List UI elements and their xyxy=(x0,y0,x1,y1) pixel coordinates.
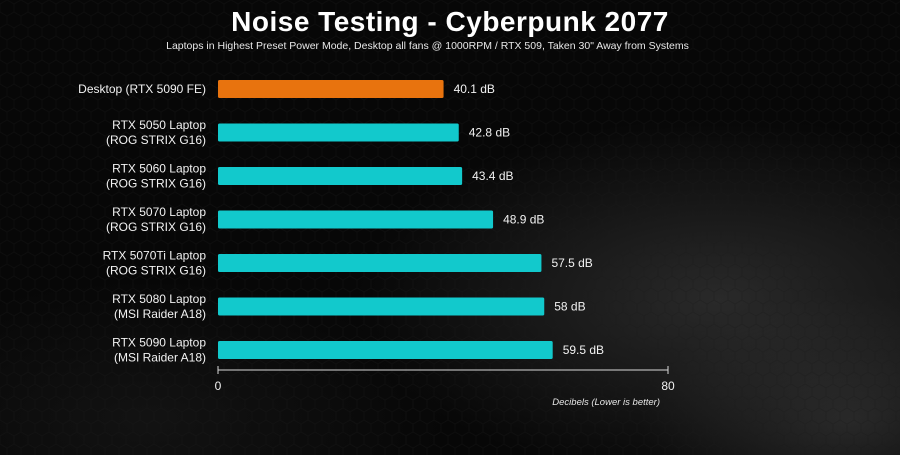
category-label-line: (ROG STRIX G16) xyxy=(106,133,206,147)
category-label-line: (ROG STRIX G16) xyxy=(106,264,206,278)
bar xyxy=(218,167,463,185)
category-label: RTX 5050 Laptop (ROG STRIX G16) xyxy=(106,118,206,147)
x-tick-label: 80 xyxy=(661,379,675,393)
category-label-line: (MSI Raider A18) xyxy=(114,307,206,321)
chart-title: Noise Testing - Cyberpunk 2077 xyxy=(231,6,669,37)
bar-value-label: 40.1 dB xyxy=(454,82,495,96)
category-label-line: RTX 5080 Laptop xyxy=(112,292,206,306)
category-label-line: (ROG STRIX G16) xyxy=(106,220,206,234)
category-label-line: RTX 5070Ti Laptop xyxy=(103,249,207,263)
bar xyxy=(218,210,494,229)
bar xyxy=(218,297,545,316)
bar-value-label: 48.9 dB xyxy=(503,213,544,227)
category-label: Desktop (RTX 5090 FE) xyxy=(78,82,206,96)
category-label: RTX 5060 Laptop (ROG STRIX G16) xyxy=(106,162,206,191)
bar-value-label: 43.4 dB xyxy=(472,169,513,183)
category-label-line: RTX 5050 Laptop xyxy=(112,118,206,132)
category-label-line: Desktop (RTX 5090 FE) xyxy=(78,82,206,96)
x-tick-label: 0 xyxy=(215,379,222,393)
category-label: RTX 5080 Laptop (MSI Raider A18) xyxy=(112,292,206,321)
chart-subtitle: Laptops in Highest Preset Power Mode, De… xyxy=(166,40,689,52)
category-label: RTX 5090 Laptop (MSI Raider A18) xyxy=(112,336,206,365)
category-label-line: RTX 5070 Laptop xyxy=(112,205,206,219)
bar-value-label: 59.5 dB xyxy=(563,343,604,357)
bar-value-label: 42.8 dB xyxy=(469,126,510,140)
category-label-line: RTX 5060 Laptop xyxy=(112,162,206,176)
category-label-line: (MSI Raider A18) xyxy=(114,351,206,365)
bar-value-label: 57.5 dB xyxy=(551,256,592,270)
category-label: RTX 5070Ti Laptop (ROG STRIX G16) xyxy=(103,249,207,278)
category-label: RTX 5070 Laptop (ROG STRIX G16) xyxy=(106,205,206,234)
bar-value-label: 58 dB xyxy=(554,300,585,314)
bar xyxy=(218,80,444,98)
bar xyxy=(218,254,542,272)
category-label-line: RTX 5090 Laptop xyxy=(112,336,206,350)
x-axis-title: Decibels (Lower is better) xyxy=(552,397,660,408)
category-label-line: (ROG STRIX G16) xyxy=(106,177,206,191)
bar xyxy=(218,341,553,359)
bar xyxy=(218,123,459,142)
